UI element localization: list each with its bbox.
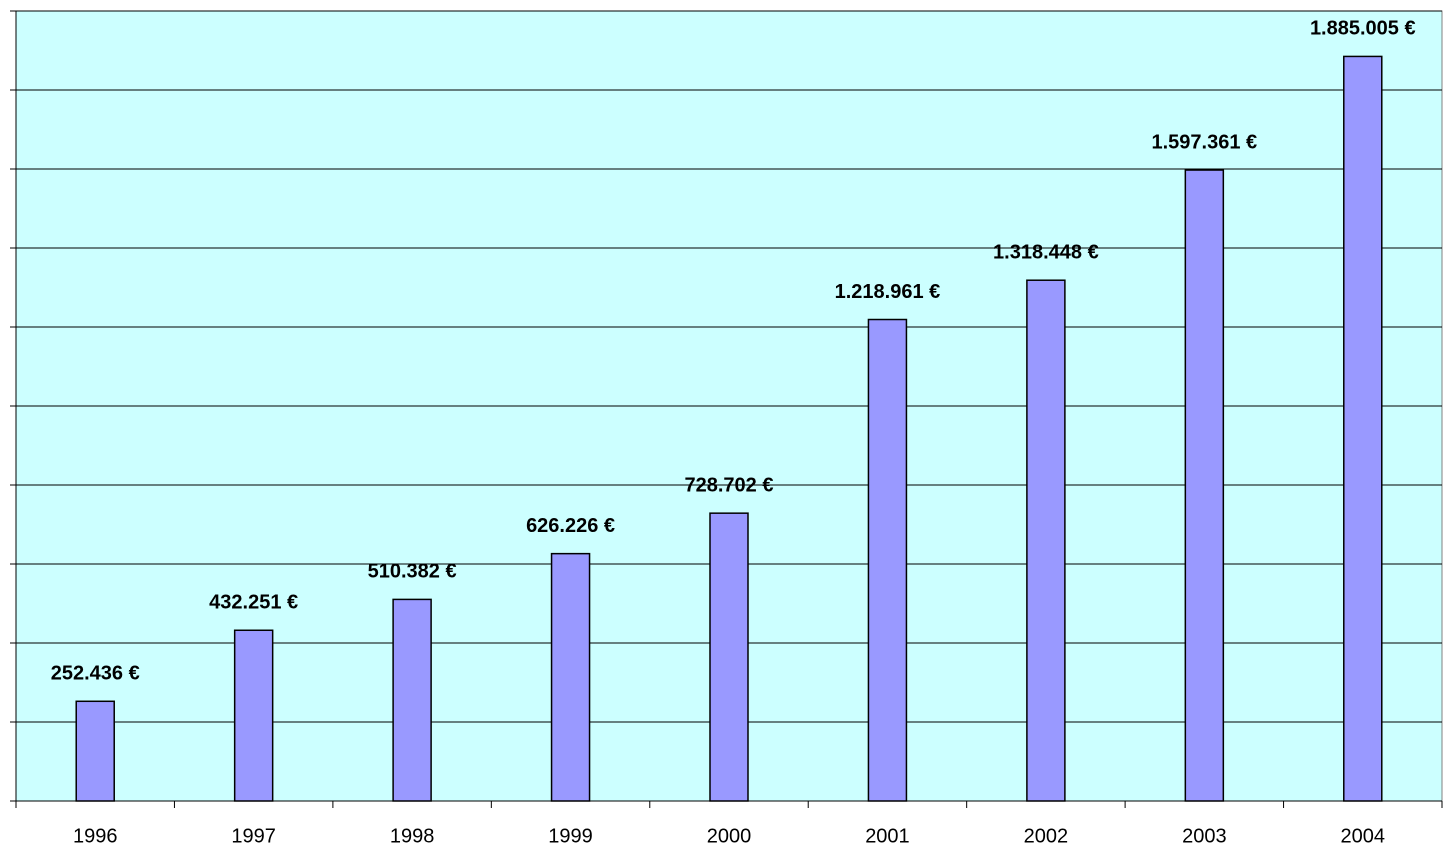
value-label: 1.597.361 € bbox=[1152, 131, 1258, 153]
bar bbox=[1026, 279, 1066, 802]
bar bbox=[1343, 55, 1383, 802]
x-tick-label: 2000 bbox=[707, 825, 752, 847]
bar bbox=[867, 318, 908, 802]
value-label: 1.885.005 € bbox=[1310, 18, 1416, 40]
value-label: 432.251 € bbox=[209, 592, 298, 614]
x-tick-label: 1996 bbox=[73, 825, 118, 847]
bar bbox=[1184, 169, 1225, 802]
bar bbox=[392, 598, 432, 802]
value-label: 1.318.448 € bbox=[993, 241, 1099, 263]
value-label: 728.702 € bbox=[685, 474, 774, 496]
bar bbox=[75, 700, 115, 802]
x-tick-label: 2004 bbox=[1341, 825, 1386, 847]
x-tick-label: 1997 bbox=[231, 825, 276, 847]
bar bbox=[233, 629, 274, 802]
x-tick-label: 2001 bbox=[865, 825, 910, 847]
bar bbox=[550, 552, 591, 802]
value-label: 1.218.961 € bbox=[835, 281, 941, 303]
x-tick-label: 1998 bbox=[390, 825, 435, 847]
value-label: 626.226 € bbox=[526, 515, 615, 537]
value-label: 510.382 € bbox=[368, 561, 457, 583]
x-tick-label: 1999 bbox=[548, 825, 593, 847]
x-tick-label: 2002 bbox=[1024, 825, 1069, 847]
x-tick-label: 2003 bbox=[1182, 825, 1227, 847]
bar bbox=[709, 512, 749, 802]
value-label: 252.436 € bbox=[51, 663, 140, 685]
